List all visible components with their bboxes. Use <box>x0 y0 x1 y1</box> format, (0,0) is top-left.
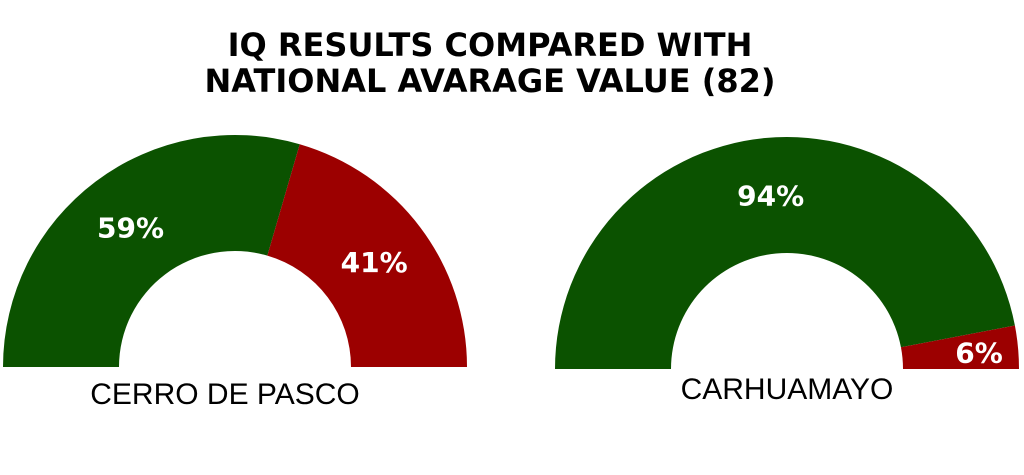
gauge-carhuamayo: 94% 6% CARHUAMAYO <box>555 137 1019 406</box>
chart-title-line-1: IQ RESULTS COMPARED WITH <box>228 26 753 64</box>
slice-cerro-de-pasco-below <box>267 144 467 367</box>
slice-cerro-de-pasco-above <box>3 134 300 367</box>
category-label-carhuamayo: CARHUAMAYO <box>681 373 894 406</box>
gauge-cerro-de-pasco: 59% 41% CERRO DE PASCO <box>3 134 467 411</box>
category-label-cerro-de-pasco: CERRO DE PASCO <box>90 378 360 411</box>
chart-title-line-2: NATIONAL AVARAGE VALUE (82) <box>204 62 775 100</box>
slice-carhuamayo-below <box>900 325 1019 369</box>
slice-label-cerro-de-pasco-below: 41% <box>341 246 408 279</box>
slice-carhuamayo-above <box>555 137 1015 369</box>
slice-label-carhuamayo-above: 94% <box>737 179 804 212</box>
slice-label-carhuamayo-below: 6% <box>955 337 1003 370</box>
slice-label-cerro-de-pasco-above: 59% <box>97 211 164 244</box>
